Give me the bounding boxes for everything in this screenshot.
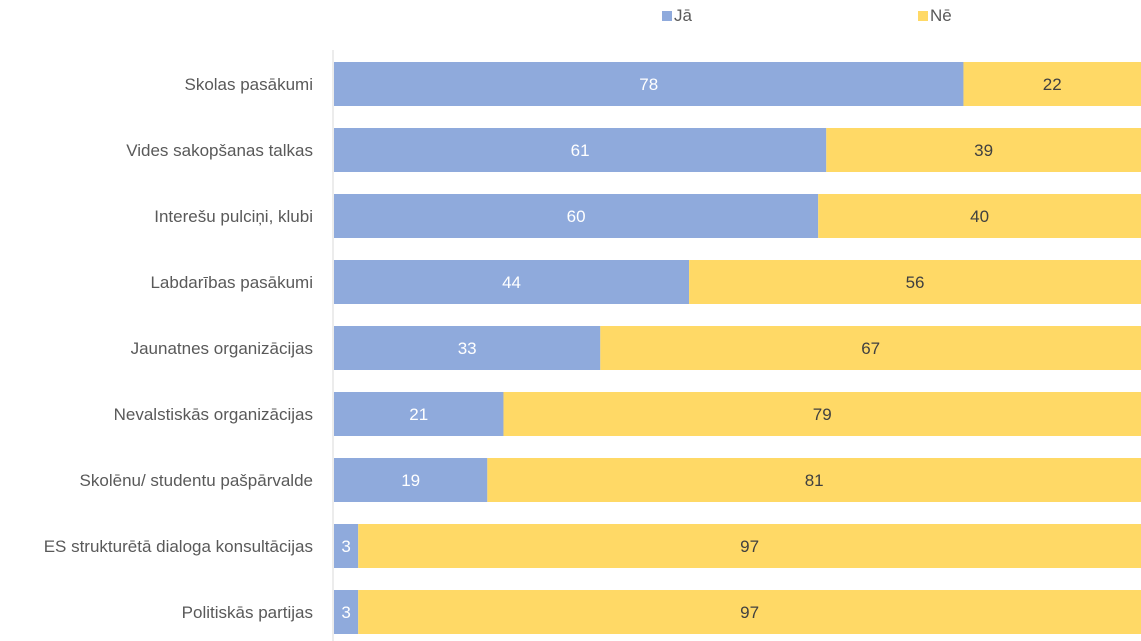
category-label: Politiskās partijas — [182, 603, 313, 622]
data-label: 97 — [740, 603, 759, 622]
bar-segment-ne — [826, 128, 1141, 172]
category-label: Vides sakopšanas talkas — [126, 141, 313, 160]
bar-segment-ne — [503, 392, 1141, 436]
legend-swatch — [662, 11, 672, 21]
category-label: Interešu pulciņi, klubi — [154, 207, 313, 226]
data-label: 78 — [639, 75, 658, 94]
data-label: 22 — [1043, 75, 1062, 94]
category-label: Skolas pasākumi — [184, 75, 313, 94]
bar-segment-ja — [334, 260, 690, 304]
bar-segment-ja — [334, 392, 504, 436]
legend-label: Jā — [674, 6, 693, 25]
data-label: 61 — [571, 141, 590, 160]
legend-swatch — [918, 11, 928, 21]
legend: Jā Nē — [662, 6, 952, 25]
category-label: Jaunatnes organizācijas — [131, 339, 313, 358]
data-label: 21 — [409, 405, 428, 424]
bar-segment-ja — [334, 458, 488, 502]
category-label: Labdarības pasākumi — [150, 273, 313, 292]
category-label: Skolēnu/ studentu pašpārvalde — [80, 471, 313, 490]
bars-group: 78 22 61 39 60 40 44 56 33 67 21 79 19 81 3 97 3 97 — [334, 62, 1141, 634]
bar-segment-ja — [334, 326, 601, 370]
bar-segment-ja — [334, 524, 359, 568]
category-label: ES strukturētā dialoga konsultācijas — [44, 537, 313, 556]
bar-segment-ja — [334, 128, 827, 172]
bar-segment-ne — [963, 62, 1141, 106]
data-label: 19 — [401, 471, 420, 490]
data-label: 56 — [906, 273, 925, 292]
legend-label: Nē — [930, 6, 952, 25]
bar-segment-ne — [818, 194, 1141, 238]
data-label: 3 — [341, 537, 350, 556]
data-label: 79 — [813, 405, 832, 424]
bar-segment-ne — [487, 458, 1141, 502]
category-labels-group: Skolas pasākumi Vides sakopšanas talkas In… — [44, 75, 313, 622]
bar-segment-ne — [358, 590, 1141, 634]
bar-segment-ja — [334, 194, 819, 238]
data-label: 33 — [458, 339, 477, 358]
data-label: 97 — [740, 537, 759, 556]
data-label: 44 — [502, 273, 521, 292]
data-label: 3 — [341, 603, 350, 622]
category-label: Nevalstiskās organizācijas — [114, 405, 313, 424]
data-label: 67 — [861, 339, 880, 358]
data-label: 40 — [970, 207, 989, 226]
bar-segment-ne — [689, 260, 1141, 304]
bar-segment-ne — [600, 326, 1141, 370]
bar-segment-ja — [334, 590, 359, 634]
data-label: 81 — [805, 471, 824, 490]
data-label: 60 — [567, 207, 586, 226]
data-label: 39 — [974, 141, 993, 160]
bar-segment-ja — [334, 62, 964, 106]
bar-segment-ne — [358, 524, 1141, 568]
